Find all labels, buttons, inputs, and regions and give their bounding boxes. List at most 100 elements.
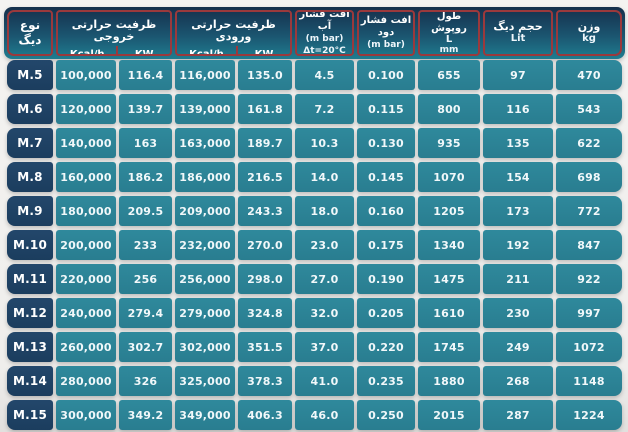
cell-flue: 0.100 <box>357 60 415 90</box>
cell-out-kw: 326 <box>119 366 172 396</box>
cell-weight: 543 <box>556 94 622 124</box>
unit-divider <box>235 46 238 54</box>
cell-volume: 192 <box>483 230 553 260</box>
header-unit: kg <box>582 33 596 44</box>
cell-weight: 1072 <box>556 332 622 362</box>
cell-in-kw: 243.3 <box>238 196 292 226</box>
cell-flue: 0.220 <box>357 332 415 362</box>
cell-in-kcal: 163,000 <box>175 128 235 158</box>
cell-flue: 0.235 <box>357 366 415 396</box>
cell-out-kcal: 180,000 <box>56 196 116 226</box>
column-header-weight: وزن kg <box>556 10 622 56</box>
column-header-boiler-type: نوع دیگ <box>7 10 53 56</box>
cell-volume: 173 <box>483 196 553 226</box>
row-model-label: M.12 <box>7 298 53 328</box>
cell-water: 46.0 <box>295 400 354 430</box>
cell-out-kcal: 260,000 <box>56 332 116 362</box>
cell-out-kw: 256 <box>119 264 172 294</box>
cell-length: 1205 <box>418 196 480 226</box>
cell-weight: 698 <box>556 162 622 192</box>
cell-length: 1610 <box>418 298 480 328</box>
cell-out-kw: 139.7 <box>119 94 172 124</box>
cell-water: 23.0 <box>295 230 354 260</box>
column-header-flue-pressure-drop: افت فشار دود (m bar) <box>357 10 415 56</box>
cell-water: 41.0 <box>295 366 354 396</box>
table-header-background <box>4 7 625 59</box>
cell-out-kw: 116.4 <box>119 60 172 90</box>
cell-volume: 97 <box>483 60 553 90</box>
header-label: افت فشار دود <box>360 15 412 38</box>
header-unit-row: Kcal/h KW <box>177 46 290 56</box>
cell-out-kw: 186.2 <box>119 162 172 192</box>
column-header-boiler-volume: حجم دیگ Lit <box>483 10 553 56</box>
cell-water: 27.0 <box>295 264 354 294</box>
header-unit: (m bar) <box>305 34 344 44</box>
header-group-title: ظرفیت حرارتی خروجی <box>71 18 157 43</box>
cell-out-kcal: 140,000 <box>56 128 116 158</box>
cell-out-kw: 349.2 <box>119 400 172 430</box>
cell-flue: 0.250 <box>357 400 415 430</box>
cell-water: 18.0 <box>295 196 354 226</box>
column-header-casing-length: طول روپوش L mm <box>418 10 480 56</box>
cell-in-kcal: 279,000 <box>175 298 235 328</box>
cell-volume: 287 <box>483 400 553 430</box>
cell-water: 32.0 <box>295 298 354 328</box>
header-label: دیگ <box>18 33 42 47</box>
unit-label-kcalh: Kcal/h <box>189 48 224 56</box>
header-label: نوع <box>19 18 41 32</box>
cell-in-kcal: 349,000 <box>175 400 235 430</box>
cell-in-kcal: 325,000 <box>175 366 235 396</box>
cell-weight: 772 <box>556 196 622 226</box>
cell-out-kcal: 240,000 <box>56 298 116 328</box>
cell-water: 7.2 <box>295 94 354 124</box>
cell-weight: 470 <box>556 60 622 90</box>
unit-label-kcalh: Kcal/h <box>69 48 105 56</box>
cell-in-kw: 270.0 <box>238 230 292 260</box>
cell-out-kcal: 100,000 <box>56 60 116 90</box>
cell-flue: 0.160 <box>357 196 415 226</box>
cell-out-kcal: 120,000 <box>56 94 116 124</box>
cell-in-kcal: 209,000 <box>175 196 235 226</box>
row-model-label: M.7 <box>7 128 53 158</box>
header-condition: Δt=20°C <box>303 46 346 56</box>
row-model-label: M.11 <box>7 264 53 294</box>
column-header-input-capacity: ظرفیت حرارتی ورودی Kcal/h KW <box>175 10 292 56</box>
cell-flue: 0.145 <box>357 162 415 192</box>
cell-in-kcal: 232,000 <box>175 230 235 260</box>
cell-out-kw: 279.4 <box>119 298 172 328</box>
cell-out-kcal: 300,000 <box>56 400 116 430</box>
column-header-output-capacity: ظرفیت حرارتی خروجی Kcal/h KW <box>56 10 172 56</box>
cell-length: 1880 <box>418 366 480 396</box>
header-unit: Lit <box>510 33 526 44</box>
cell-volume: 154 <box>483 162 553 192</box>
row-model-label: M.10 <box>7 230 53 260</box>
cell-length: 1475 <box>418 264 480 294</box>
cell-length: 1070 <box>418 162 480 192</box>
cell-flue: 0.115 <box>357 94 415 124</box>
cell-out-kcal: 220,000 <box>56 264 116 294</box>
column-header-water-pressure-drop: افت فشار آب (m bar) Δt=20°C <box>295 10 354 56</box>
header-group-title: ظرفیت حرارتی ورودی <box>191 18 276 43</box>
cell-out-kcal: 160,000 <box>56 162 116 192</box>
cell-in-kw: 216.5 <box>238 162 292 192</box>
cell-in-kw: 406.3 <box>238 400 292 430</box>
cell-length: 655 <box>418 60 480 90</box>
row-model-label: M.5 <box>7 60 53 90</box>
header-unit: mm <box>439 45 459 55</box>
cell-in-kw: 351.5 <box>238 332 292 362</box>
cell-volume: 230 <box>483 298 553 328</box>
cell-in-kw: 161.8 <box>238 94 292 124</box>
cell-flue: 0.190 <box>357 264 415 294</box>
cell-weight: 622 <box>556 128 622 158</box>
cell-in-kcal: 186,000 <box>175 162 235 192</box>
cell-out-kcal: 200,000 <box>56 230 116 260</box>
cell-water: 4.5 <box>295 60 354 90</box>
header-label: وزن <box>577 20 601 33</box>
header-symbol: L <box>445 34 453 45</box>
row-model-label: M.8 <box>7 162 53 192</box>
cell-flue: 0.130 <box>357 128 415 158</box>
cell-water: 37.0 <box>295 332 354 362</box>
boiler-spec-table: نوع دیگ ظرفیت حرارتی خروجی Kcal/h KW ظرف… <box>4 7 625 430</box>
row-model-label: M.14 <box>7 366 53 396</box>
